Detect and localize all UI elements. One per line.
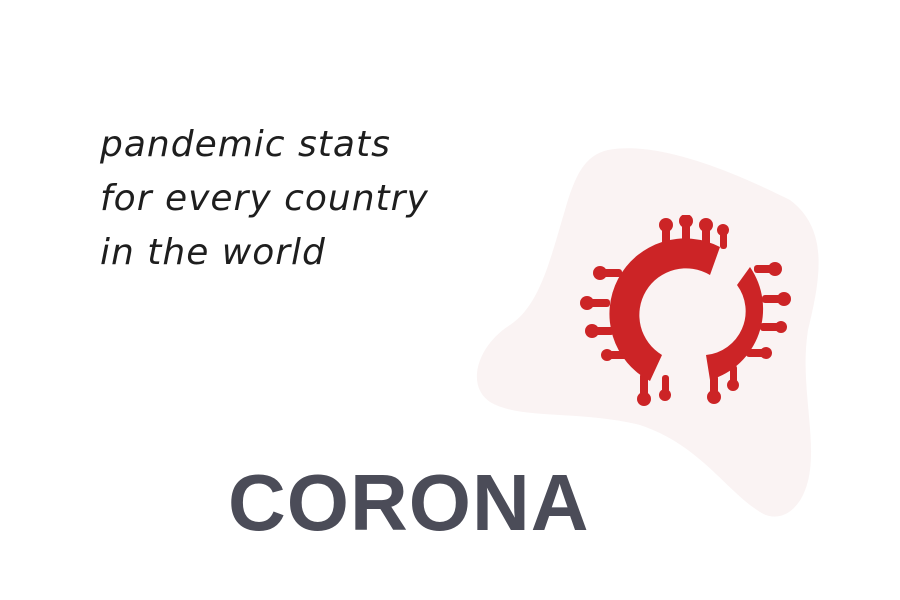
tagline-line-1: pandemic stats [100, 124, 391, 165]
coronavirus-logo-icon [580, 215, 791, 406]
brand-title: CORONA [228, 458, 590, 547]
tagline-line-3: in the world [100, 232, 326, 273]
tagline-line-2: for every country [100, 178, 429, 219]
tagline: pandemic stats for every country in the … [100, 118, 429, 280]
